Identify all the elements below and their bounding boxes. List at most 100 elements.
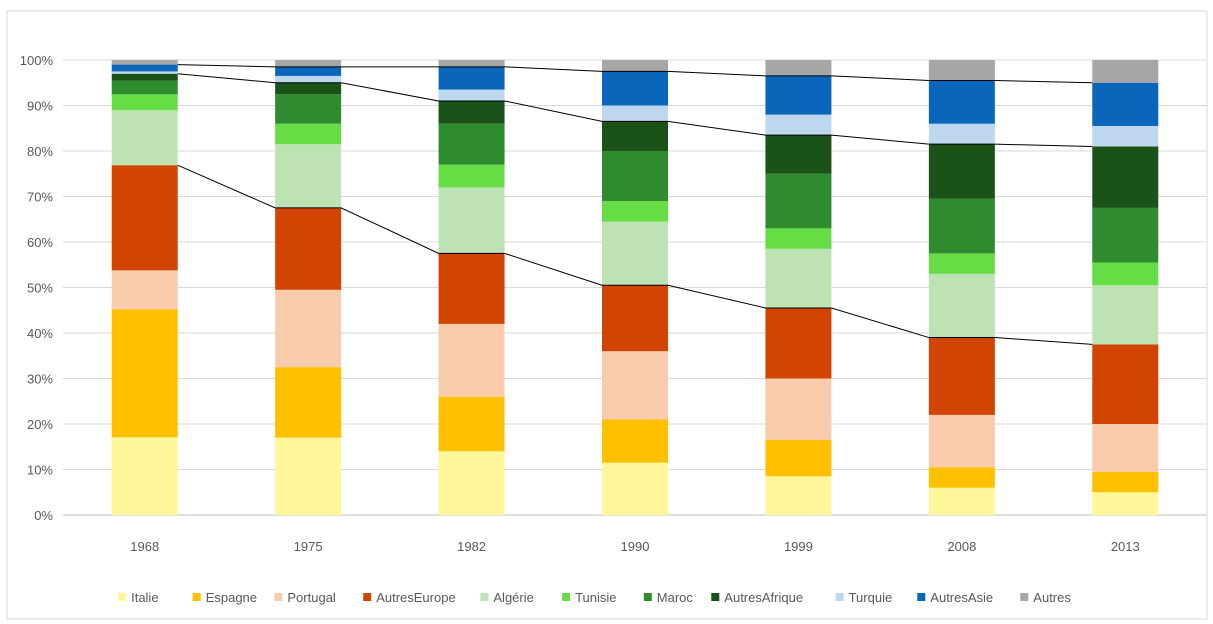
bar-italie-1999 [765, 476, 832, 515]
legend-label: Algérie [493, 590, 533, 605]
legend-swatch [835, 593, 844, 601]
bar-turquie-1982 [438, 89, 505, 101]
bar-maroc-2013 [1092, 207, 1159, 263]
connector-lines [177, 64, 1093, 345]
x-tick-label: 1968 [130, 539, 159, 554]
bar-autreseurope-1999 [765, 307, 832, 379]
legend-swatch [711, 593, 720, 601]
legend-item-tunisie: Tunisie [562, 590, 617, 605]
y-tick-label: 80% [27, 144, 53, 159]
bar-espagne-1999 [765, 439, 832, 477]
legend-item-autresasie: AutresAsie [917, 590, 993, 605]
legend-item-autresafrique: AutresAfrique [711, 590, 803, 605]
bar-maroc-1975 [275, 94, 342, 124]
bar-autresafrique-1975 [275, 82, 342, 95]
bar-portugal-1968 [111, 270, 178, 310]
bar-tunisie-2013 [1092, 262, 1159, 286]
bar-autresasie-1990 [602, 71, 668, 106]
bar-autreseurope-1968 [111, 165, 178, 271]
bar-italie-2008 [928, 487, 995, 515]
bar-tunisie-2008 [928, 253, 995, 274]
bar-maroc-1968 [111, 80, 178, 95]
bar-portugal-1975 [275, 289, 342, 368]
legend: Italie Espagne Portugal AutresEurope Algérie… [118, 590, 1071, 605]
bar-portugal-1990 [602, 351, 668, 420]
bar-algerie-1982 [438, 187, 505, 254]
bar-espagne-1975 [275, 367, 342, 438]
bar-algerie-1999 [765, 248, 832, 308]
bar-portugal-1999 [765, 378, 832, 440]
bar-autreseurope-1990 [602, 285, 668, 352]
series-line-autresasie [177, 64, 1093, 84]
legend-label: Tunisie [575, 590, 616, 605]
bar-autreseurope-2008 [928, 337, 995, 415]
bar-portugal-1982 [438, 323, 505, 397]
bar-autresasie-2013 [1092, 82, 1159, 126]
x-tick-label: 1975 [294, 539, 323, 554]
legend-item-algerie: Algérie [480, 590, 534, 605]
legend-label: AutresEurope [376, 590, 456, 605]
series-line-autreseurope [177, 164, 1093, 345]
bar-portugal-2013 [1092, 424, 1159, 472]
bar-autres-1982 [438, 60, 505, 67]
y-tick-label: 40% [27, 326, 53, 341]
legend-label: Espagne [206, 590, 257, 605]
legend-label: Autres [1033, 590, 1071, 605]
legend-swatch [363, 593, 372, 601]
bar-espagne-2008 [928, 467, 995, 488]
bar-italie-1990 [602, 462, 668, 515]
y-tick-label: 90% [27, 99, 53, 114]
bar-algerie-2008 [928, 273, 995, 338]
bar-algerie-1975 [275, 144, 342, 208]
bar-maroc-1999 [765, 173, 832, 229]
bar-espagne-1982 [438, 396, 505, 452]
legend-item-espagne: Espagne [192, 590, 257, 605]
x-tick-label: 1990 [621, 539, 650, 554]
bar-algerie-1990 [602, 221, 668, 286]
bar-turquie-1968 [111, 71, 178, 74]
bar-autresafrique-1982 [438, 100, 505, 124]
bar-maroc-1990 [602, 151, 668, 202]
bar-autreseurope-1982 [438, 253, 505, 324]
bar-turquie-2008 [928, 123, 995, 145]
bar-autres-1999 [765, 60, 832, 76]
bar-tunisie-1975 [275, 123, 342, 145]
bar-turquie-1990 [602, 105, 668, 122]
bar-autres-2013 [1092, 60, 1159, 83]
bar-espagne-1968 [111, 309, 178, 438]
axes: 0% 10% 20% 30% 40% 50% 60% 70% 80% 90% 100% 1968 197… [20, 53, 1140, 554]
y-tick-label: 20% [27, 417, 53, 432]
x-tick-label: 2013 [1111, 539, 1140, 554]
legend-item-turquie: Turquie [835, 590, 892, 605]
bar-autresafrique-1990 [602, 121, 668, 151]
bar-tunisie-1990 [602, 201, 668, 222]
legend-label: Maroc [657, 590, 694, 605]
bar-espagne-1990 [602, 419, 668, 463]
bar-espagne-2013 [1092, 471, 1159, 493]
x-tick-label: 1999 [784, 539, 813, 554]
bar-turquie-1975 [275, 75, 342, 83]
bar-algerie-2013 [1092, 285, 1159, 345]
y-tick-label: 70% [27, 190, 53, 205]
y-tick-label: 10% [27, 463, 53, 478]
bar-italie-1968 [111, 437, 178, 515]
legend-item-autres: Autres [1020, 590, 1071, 605]
series-line-autresafrique [177, 73, 1093, 147]
bar-autresafrique-1968 [111, 73, 178, 81]
legend-label: Italie [131, 590, 158, 605]
bar-portugal-2008 [928, 414, 995, 468]
bar-autresasie-1975 [275, 66, 342, 76]
legend-swatch [1020, 593, 1029, 601]
y-tick-label: 100% [20, 53, 54, 68]
legend-label: AutresAfrique [724, 590, 803, 605]
bar-italie-2013 [1092, 492, 1159, 515]
bar-tunisie-1968 [111, 94, 178, 111]
bar-autresasie-2008 [928, 80, 995, 124]
legend-label: AutresAsie [930, 590, 993, 605]
bar-maroc-2008 [928, 198, 995, 254]
y-tick-label: 30% [27, 372, 53, 387]
bar-autres-1990 [602, 60, 668, 72]
y-tick-label: 0% [34, 508, 53, 523]
